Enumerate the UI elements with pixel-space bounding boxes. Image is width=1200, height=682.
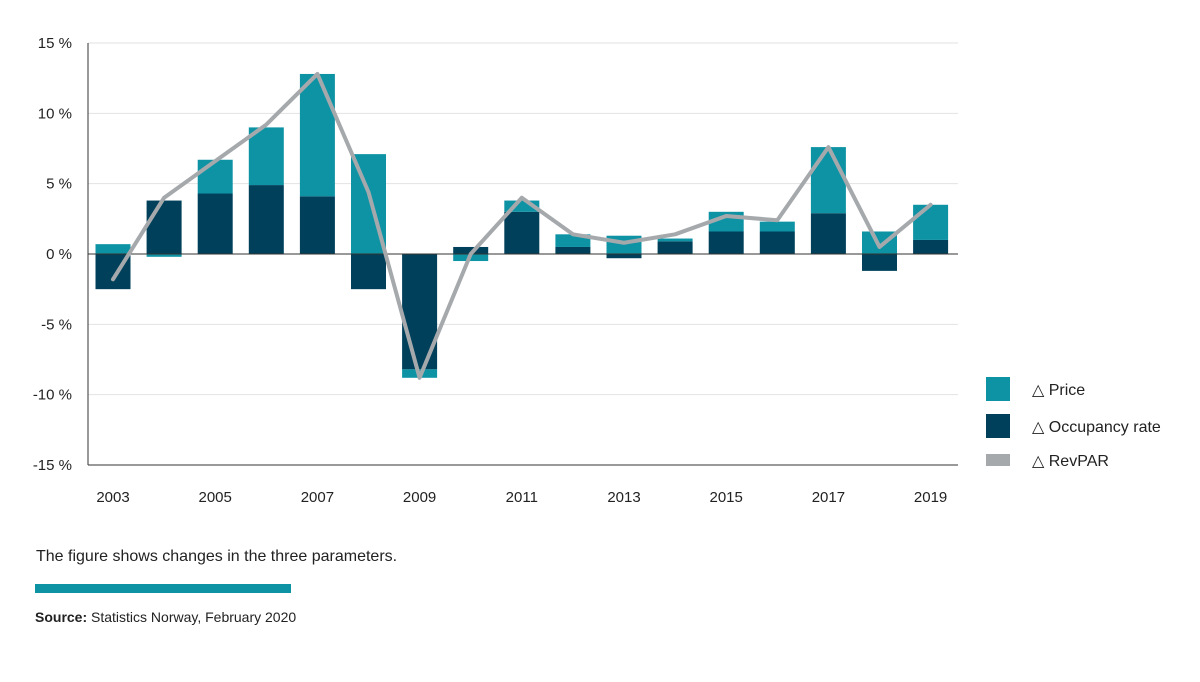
x-tick-label: 2017 <box>812 489 845 506</box>
legend: △ Price △ Occupancy rate △ RevPAR <box>986 377 1161 470</box>
x-tick-labels: 2003 2005 2007 2009 2011 2013 2015 2017 2019 <box>96 489 947 506</box>
figure-caption: The figure shows changes in the three pa… <box>36 548 398 565</box>
y-tick-labels: 15 % 10 % 5 % 0 % -5 % -10 % -15 % <box>33 35 72 474</box>
bar-occupancy-2018 <box>862 254 897 271</box>
bar-occupancy-2005 <box>197 193 233 254</box>
legend-revpar-label: △ RevPAR <box>1032 453 1109 470</box>
bar-price-2017 <box>810 147 846 214</box>
bar-occupancy-2019 <box>913 239 949 254</box>
bar-price-2013 <box>606 235 642 254</box>
y-tick-label: 10 % <box>38 105 72 122</box>
bar-occupancy-2012 <box>555 246 591 254</box>
bar-occupancy-2011 <box>504 211 540 254</box>
bar-occupancy-2016 <box>759 231 795 254</box>
x-tick-label: 2009 <box>403 489 436 506</box>
legend-occupancy-label: △ Occupancy rate <box>1032 419 1161 436</box>
y-tick-label: -15 % <box>33 457 72 474</box>
bar-price-2007 <box>299 73 335 197</box>
x-tick-label: 2007 <box>301 489 334 506</box>
x-tick-label: 2011 <box>506 489 538 506</box>
bar-price-2016 <box>759 221 795 232</box>
bar-price-2003 <box>95 244 131 254</box>
bar-price-2011 <box>504 200 540 212</box>
bar-occupancy-2006 <box>248 185 284 254</box>
source-text: Statistics Norway, February 2020 <box>87 609 297 625</box>
bar-occupancy-2004 <box>146 200 182 254</box>
source-accent-bar <box>35 584 291 593</box>
bar-price-2005 <box>197 159 233 194</box>
legend-revpar-swatch <box>986 454 1010 466</box>
revpar-line-layer <box>111 71 933 380</box>
bars <box>95 73 949 378</box>
bar-occupancy-2008 <box>351 254 386 290</box>
x-tick-label: 2019 <box>914 489 947 506</box>
gridlines <box>88 42 958 396</box>
bar-occupancy-2007 <box>299 196 335 254</box>
bar-occupancy-2010 <box>453 246 489 254</box>
bar-price-2006 <box>248 127 284 186</box>
bar-occupancy-2014 <box>657 241 693 254</box>
y-tick-label: -10 % <box>33 387 72 404</box>
y-tick-label: -5 % <box>41 316 72 333</box>
bar-occupancy-2013 <box>606 254 642 259</box>
x-tick-label: 2013 <box>607 489 640 506</box>
legend-price-label: △ Price <box>1032 382 1085 399</box>
revpar-line <box>111 71 933 380</box>
bar-price-2019 <box>913 204 949 240</box>
bar-price-2004 <box>146 254 182 257</box>
x-tick-label: 2015 <box>710 489 743 506</box>
y-tick-label: 0 % <box>46 246 72 263</box>
bar-price-2014 <box>657 238 693 242</box>
y-tick-label: 5 % <box>46 176 72 193</box>
legend-price-swatch <box>986 377 1010 401</box>
axes <box>87 43 958 466</box>
source-label: Source: <box>35 609 88 625</box>
bar-occupancy-2015 <box>708 231 744 254</box>
bar-occupancy-2017 <box>810 213 846 254</box>
legend-occupancy-swatch <box>986 414 1010 438</box>
x-tick-label: 2005 <box>199 489 232 506</box>
x-tick-label: 2003 <box>96 489 129 506</box>
y-tick-label: 15 % <box>38 35 72 52</box>
source-note: Source: Statistics Norway, February 2020 <box>35 609 296 625</box>
